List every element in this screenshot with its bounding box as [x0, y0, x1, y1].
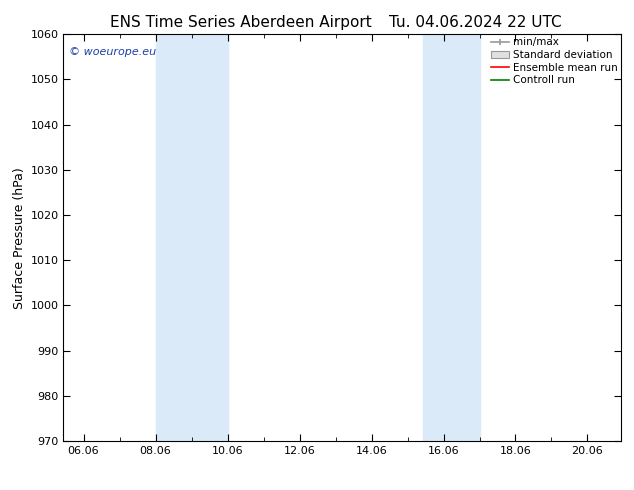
- Text: © woeurope.eu: © woeurope.eu: [69, 47, 156, 56]
- Text: ENS Time Series Aberdeen Airport: ENS Time Series Aberdeen Airport: [110, 15, 372, 30]
- Text: Tu. 04.06.2024 22 UTC: Tu. 04.06.2024 22 UTC: [389, 15, 562, 30]
- Y-axis label: Surface Pressure (hPa): Surface Pressure (hPa): [13, 167, 26, 309]
- Bar: [424, 34, 479, 441]
- Legend: min/max, Standard deviation, Ensemble mean run, Controll run: min/max, Standard deviation, Ensemble me…: [488, 35, 620, 87]
- Bar: [155, 34, 228, 441]
